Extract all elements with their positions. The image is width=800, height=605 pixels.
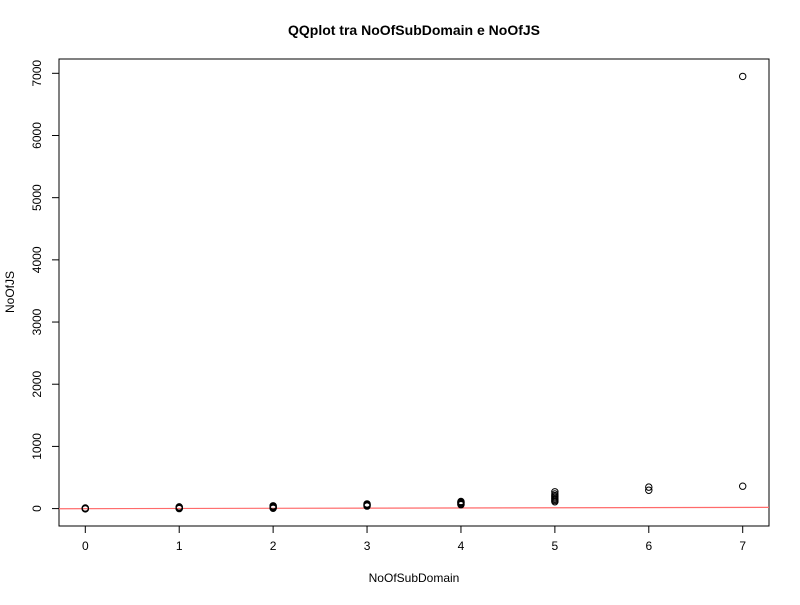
x-tick-label: 2 xyxy=(270,539,277,553)
y-axis: 0 1000 2000 3000 4000 5000 6000 7000 xyxy=(30,60,59,512)
x-tick-label: 7 xyxy=(739,539,746,553)
y-tick-label: 6000 xyxy=(30,122,44,149)
chart-title: QQplot tra NoOfSubDomain e NoOfJS xyxy=(288,22,540,38)
data-points xyxy=(81,72,747,513)
y-tick-label: 2000 xyxy=(30,371,44,398)
data-point xyxy=(739,72,747,81)
y-tick-label: 1000 xyxy=(30,433,44,460)
data-point xyxy=(175,503,183,511)
y-tick-label: 0 xyxy=(30,505,44,512)
data-point xyxy=(739,482,747,490)
x-tick-label: 0 xyxy=(82,539,89,553)
data-point xyxy=(551,490,559,498)
x-tick-label: 1 xyxy=(176,539,183,553)
x-tick-label: 6 xyxy=(645,539,652,553)
data-point xyxy=(81,505,89,513)
data-point xyxy=(269,502,277,510)
data-point xyxy=(645,483,653,491)
data-point xyxy=(457,497,465,506)
data-point xyxy=(551,488,559,496)
x-axis-label: NoOfSubDomain xyxy=(369,571,460,585)
x-tick-label: 5 xyxy=(552,539,559,553)
y-axis-label: NoOfJS xyxy=(3,271,17,313)
reference-line-group xyxy=(58,506,770,510)
reference-line xyxy=(58,506,770,510)
y-tick-label: 5000 xyxy=(30,184,44,211)
data-point xyxy=(363,500,371,508)
x-tick-label: 4 xyxy=(458,539,465,553)
x-axis: 0 1 2 3 4 5 6 7 xyxy=(82,526,746,553)
y-tick-label: 4000 xyxy=(30,246,44,273)
x-tick-label: 3 xyxy=(364,539,371,553)
y-tick-label: 3000 xyxy=(30,308,44,335)
plot-box xyxy=(58,58,770,527)
data-point xyxy=(645,486,653,494)
y-tick-label: 7000 xyxy=(30,60,44,87)
